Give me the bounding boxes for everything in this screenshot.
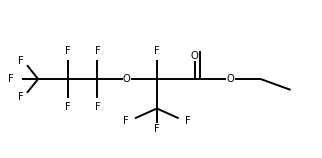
Text: F: F [95, 102, 100, 112]
Text: F: F [123, 116, 128, 126]
Text: F: F [18, 56, 24, 66]
Text: F: F [65, 102, 71, 112]
Text: O: O [191, 51, 198, 61]
Text: F: F [95, 46, 100, 56]
Text: F: F [18, 92, 24, 102]
Text: O: O [123, 74, 131, 84]
Text: F: F [154, 46, 160, 56]
Text: O: O [227, 74, 234, 84]
Text: F: F [65, 46, 71, 56]
Text: F: F [154, 124, 160, 134]
Text: F: F [185, 116, 191, 126]
Text: F: F [8, 74, 14, 84]
